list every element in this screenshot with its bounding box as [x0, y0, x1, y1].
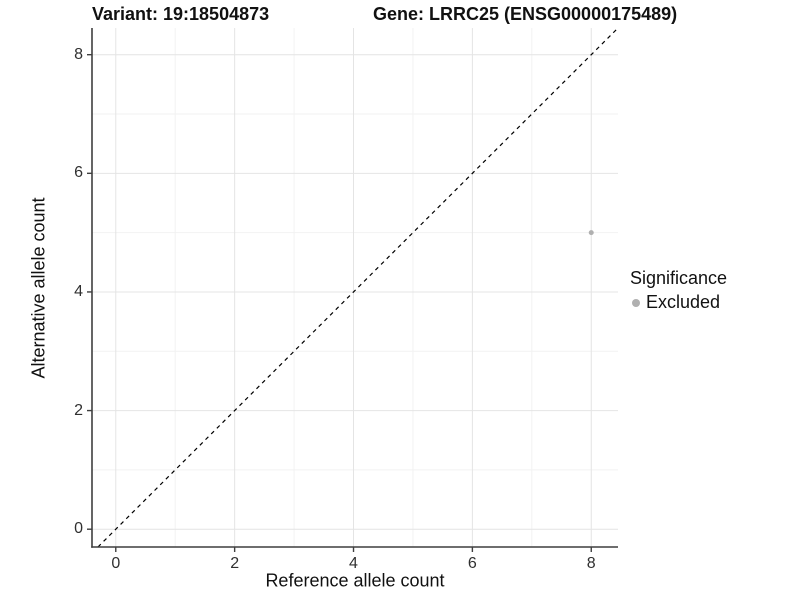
x-tick-label: 2 [230, 555, 240, 572]
x-tick-label: 6 [467, 555, 477, 572]
y-axis-title: Alternative allele count [28, 197, 49, 379]
x-tick-label: 4 [349, 555, 358, 572]
data-point [588, 230, 594, 236]
x-axis-title: Reference allele count [265, 570, 445, 591]
legend-point-icon [632, 298, 640, 307]
variant-title: Variant: 19:18504873 [92, 4, 270, 24]
y-tick-label: 0 [74, 520, 83, 538]
y-tick-label: 2 [74, 401, 83, 419]
legend: Significance Excluded [630, 268, 727, 313]
legend-entry-label: Excluded [646, 292, 721, 312]
y-tick-label: 8 [74, 45, 83, 63]
legend-title: Significance [630, 268, 728, 288]
gene-title: Gene: LRRC25 (ENSG00000175489) [373, 4, 678, 24]
legend-entry-excluded: Excluded [630, 292, 727, 313]
x-tick-label: 8 [586, 555, 596, 572]
y-tick-label: 6 [74, 164, 83, 182]
x-tick-label: 0 [111, 555, 121, 572]
identity-reference-line [97, 27, 619, 548]
y-tick-label: 4 [74, 282, 83, 300]
